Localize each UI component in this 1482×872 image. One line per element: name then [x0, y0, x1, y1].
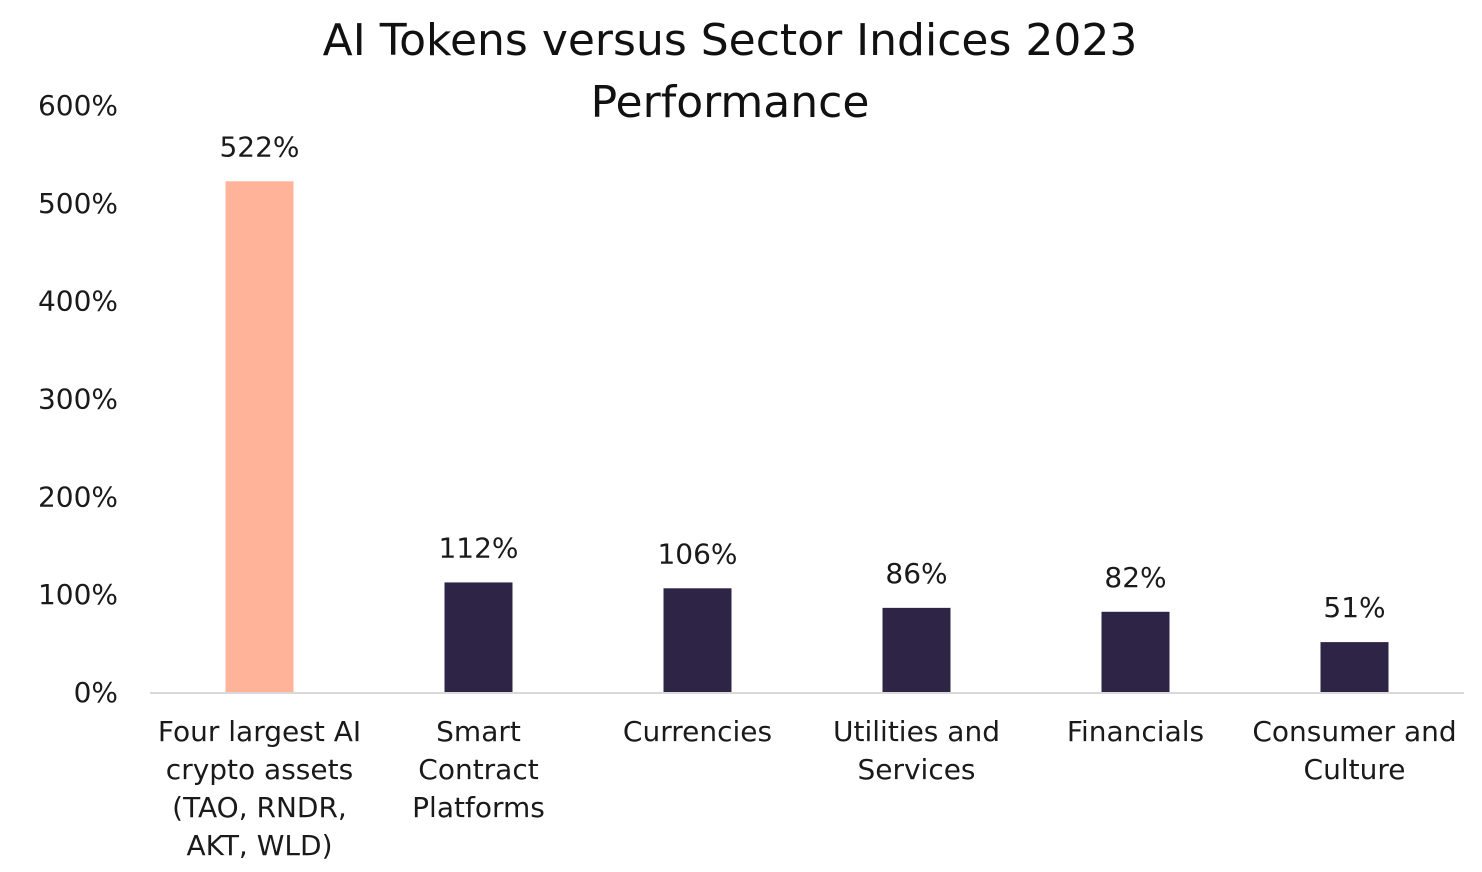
- bar: [1320, 642, 1389, 692]
- bars: [225, 181, 1389, 692]
- x-tick-label-line: Services: [857, 753, 975, 786]
- chart-title-line-2: Performance: [591, 77, 870, 128]
- x-tick-label-line: crypto assets: [166, 753, 353, 786]
- data-label: 86%: [885, 557, 947, 590]
- x-tick-label-line: Contract: [418, 753, 538, 786]
- y-tick-label: 200%: [38, 480, 118, 513]
- data-label: 106%: [657, 537, 737, 570]
- x-tick-label-line: Financials: [1067, 715, 1204, 748]
- bar: [444, 582, 513, 692]
- chart-title-line-1: AI Tokens versus Sector Indices 2023: [323, 15, 1138, 66]
- y-tick-label: 300%: [38, 383, 118, 416]
- data-label: 522%: [219, 130, 299, 163]
- y-tick-label: 100%: [38, 578, 118, 611]
- y-axis: 0% 100% 200% 300% 400% 500% 600%: [38, 89, 118, 709]
- bar: [663, 588, 732, 692]
- x-axis: Four largest AI crypto assets (TAO, RNDR, A…: [158, 715, 1457, 862]
- x-tick-label: Utilities and Services: [833, 715, 1000, 786]
- y-tick-label: 500%: [38, 187, 118, 220]
- y-tick-label: 0%: [74, 676, 118, 709]
- x-tick-label: Currencies: [623, 715, 772, 748]
- chart-title: AI Tokens versus Sector Indices 2023 Perf…: [323, 15, 1138, 128]
- bar: [882, 607, 951, 692]
- x-tick-label-line: (TAO, RNDR,: [172, 791, 347, 824]
- y-tick-label: 600%: [38, 89, 118, 122]
- x-tick-label-line: Four largest AI: [158, 715, 361, 748]
- data-labels: 522% 112% 106% 86% 82% 51%: [219, 130, 1385, 624]
- x-tick-label-line: AKT, WLD): [186, 829, 332, 862]
- y-tick-label: 400%: [38, 285, 118, 318]
- x-tick-label-line: Consumer and: [1252, 715, 1456, 748]
- data-label: 82%: [1104, 561, 1166, 594]
- bar: [225, 181, 294, 692]
- x-tick-label-line: Currencies: [623, 715, 772, 748]
- data-label: 51%: [1323, 591, 1385, 624]
- x-tick-label-line: Culture: [1304, 753, 1406, 786]
- x-tick-label-line: Utilities and: [833, 715, 1000, 748]
- x-tick-label: Consumer and Culture: [1252, 715, 1456, 786]
- bar: [1101, 611, 1170, 692]
- data-label: 112%: [438, 531, 518, 564]
- x-tick-label-line: Smart: [436, 715, 521, 748]
- x-tick-label: Four largest AI crypto assets (TAO, RNDR, A…: [158, 715, 361, 862]
- x-tick-label: Financials: [1067, 715, 1204, 748]
- x-tick-label: Smart Contract Platforms: [412, 715, 545, 824]
- x-tick-label-line: Platforms: [412, 791, 545, 824]
